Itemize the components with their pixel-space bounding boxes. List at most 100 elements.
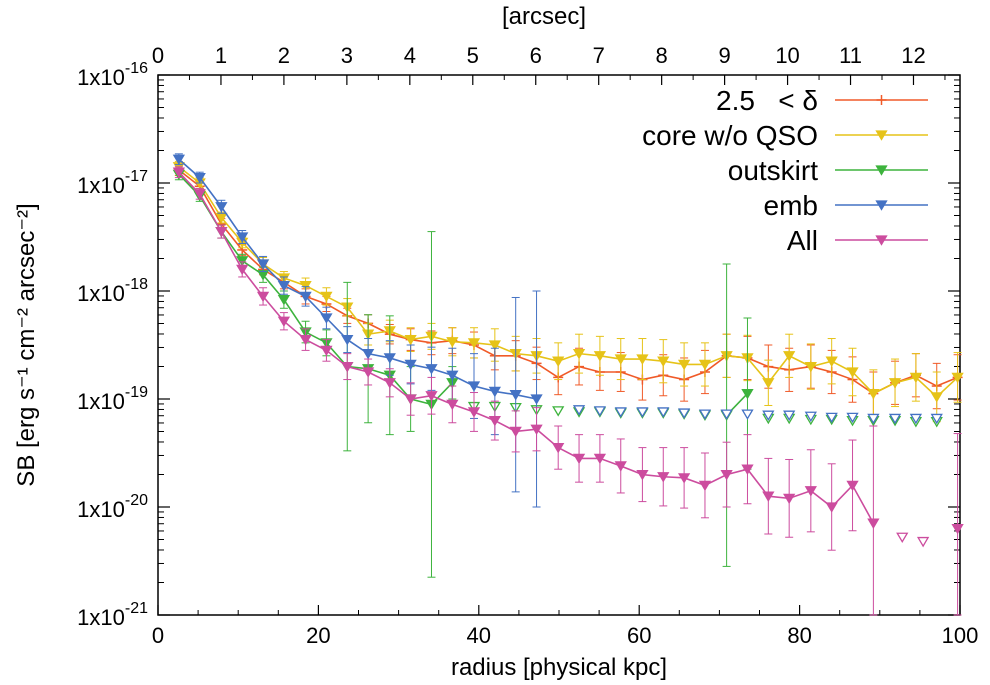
data-point: [657, 356, 670, 367]
x-tick-label: 40: [467, 623, 491, 648]
data-point: [446, 337, 459, 348]
upper-limit-point: [593, 406, 607, 417]
data-point: [867, 388, 880, 400]
x2-tick-label: 12: [901, 43, 925, 68]
data-point: [446, 370, 459, 382]
upper-limit-point: [896, 532, 909, 544]
x-tick-label: 0: [152, 623, 164, 648]
data-point: [677, 359, 691, 371]
legend-item-4: All: [787, 225, 928, 256]
upper-limit-point: [888, 413, 902, 425]
series-1: [172, 160, 964, 423]
legend-label: core w/o QSO: [642, 120, 818, 151]
data-point: [320, 345, 333, 357]
data-point: [636, 354, 649, 365]
upper-limit-point: [867, 413, 880, 425]
data-point: [530, 394, 543, 405]
legend-item-2: outskirt: [728, 155, 928, 186]
data-point: [909, 372, 923, 384]
x2-tick-label: 2: [278, 43, 290, 68]
legend-marker: [875, 235, 888, 246]
data-point: [172, 154, 185, 166]
data-point: [762, 378, 775, 389]
data-point: [783, 351, 796, 362]
data-point: [383, 378, 396, 389]
data-point: [614, 461, 627, 472]
x2-tick-label: 1: [215, 43, 227, 68]
data-point: [320, 313, 333, 324]
legend-marker: [875, 130, 888, 141]
x2-tick-label: 8: [656, 43, 668, 68]
data-point: [193, 172, 206, 184]
data-point: [930, 392, 943, 403]
upper-limit-point: [762, 410, 775, 421]
legend-marker: [876, 95, 887, 105]
data-point: [172, 167, 185, 178]
upper-limit-point: [783, 410, 796, 421]
data-point: [488, 340, 501, 351]
data-point: [341, 334, 354, 346]
axis-frame: [157, 74, 961, 616]
legend-item-1: core w/o QSO: [642, 120, 928, 151]
upper-limit-point: [930, 413, 943, 425]
x-tick-label: 100: [942, 623, 979, 648]
legend-label: emb: [764, 190, 818, 221]
data-point: [698, 359, 712, 371]
data-point: [236, 256, 249, 267]
upper-limit-point: [909, 413, 923, 425]
data-point: [888, 378, 902, 389]
data-point: [951, 372, 964, 384]
data-point: [256, 259, 270, 270]
data-point: [277, 280, 291, 292]
series-line: [178, 166, 959, 398]
data-point: [720, 469, 733, 481]
y-axis-label: SB [erg s⁻¹ cm⁻² arcsec⁻²]: [13, 203, 40, 486]
data-point: [614, 354, 627, 365]
data-point: [741, 464, 754, 475]
data-point: [299, 334, 312, 346]
data-point: [425, 391, 438, 402]
data-point: [825, 502, 838, 513]
data-point: [846, 367, 859, 378]
top-axis-label: [arcsec]: [502, 3, 586, 30]
data-point: [341, 361, 354, 373]
legend-item-3: emb: [764, 190, 928, 221]
upper-limit-point: [677, 408, 691, 419]
data-point: [804, 361, 817, 373]
data-point: [277, 316, 291, 328]
data-point: [783, 493, 796, 505]
upper-limit-point: [698, 409, 712, 420]
data-point: [867, 518, 880, 529]
data-point: [951, 523, 964, 535]
data-point: [488, 415, 501, 427]
x2-tick-label: 6: [530, 43, 542, 68]
x2-tick-label: 10: [775, 43, 799, 68]
data-point: [236, 264, 249, 276]
data-point: [467, 381, 481, 392]
data-point: [530, 424, 543, 436]
x2-tick-label: 11: [839, 43, 862, 68]
upper-limit-point: [804, 411, 817, 423]
upper-limit-point: [636, 407, 649, 418]
data-point: [277, 294, 291, 306]
data-point: [825, 356, 838, 367]
data-point: [698, 480, 712, 492]
x2-tick-label: 5: [467, 43, 479, 68]
data-point: [677, 473, 691, 484]
y-tick-label: 1x10-21: [77, 600, 148, 630]
upper-limit-point: [614, 407, 627, 418]
data-point: [572, 348, 586, 360]
data-point: [215, 226, 228, 238]
data-point: [593, 351, 607, 362]
data-point: [488, 386, 501, 398]
x-tick-label: 60: [627, 623, 651, 648]
y-tick-label: 1x10-17: [77, 168, 148, 198]
legend-item-0: 2.5 < δ: [716, 85, 928, 116]
data-point: [509, 390, 522, 401]
data-point: [593, 453, 607, 465]
legend-marker: [875, 165, 888, 176]
data-point: [552, 356, 565, 367]
x2-tick-label: 9: [718, 43, 730, 68]
